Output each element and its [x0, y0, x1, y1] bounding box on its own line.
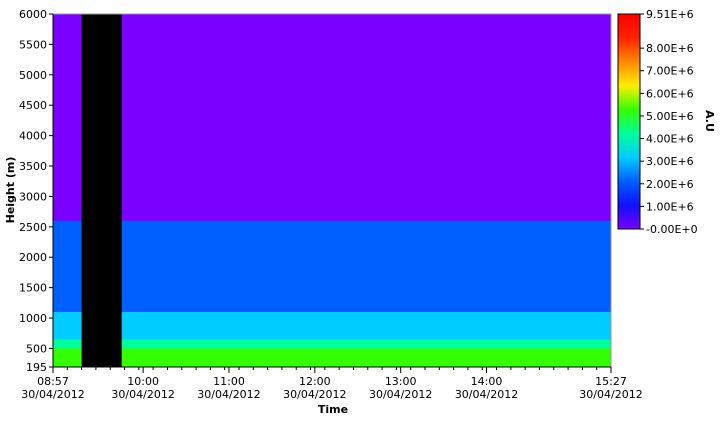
- colorbar: -0.00E+0 1.00E+6 2.00E+6 3.00E+6 4.00E+6 5.00…: [617, 8, 698, 236]
- colorbar-tick-label: -0.00E+0: [646, 223, 698, 236]
- heatmap-layer: [53, 311, 611, 340]
- x-axis: 08:5730/04/201210:0030/04/201211:0030/04…: [21, 366, 643, 401]
- x-tick-time: 10:00: [127, 375, 159, 388]
- x-tick-date: 30/04/2012: [455, 388, 518, 401]
- colorbar-tick-label: 4.00E+6: [646, 133, 694, 146]
- x-tick-time: 14:00: [471, 375, 503, 388]
- colorbar-tick-label: 8.00E+6: [646, 42, 694, 55]
- x-tick-date: 30/04/2012: [579, 388, 642, 401]
- colorbar-tick-label: 6.00E+6: [646, 87, 694, 100]
- y-tick-label: 195: [26, 361, 47, 374]
- x-tick-time: 11:00: [213, 375, 245, 388]
- colorbar-title: A.U: [703, 110, 716, 132]
- heatmap-layer: [53, 220, 611, 312]
- y-tick-label: 500: [26, 342, 47, 355]
- colorbar-tick-label: 5.00E+6: [646, 110, 694, 123]
- x-tick-time: 12:00: [299, 375, 331, 388]
- x-tick-date: 30/04/2012: [283, 388, 346, 401]
- heatmap-layer: [53, 348, 611, 367]
- y-tick-label: 1000: [19, 312, 47, 325]
- y-tick-label: 3000: [19, 190, 47, 203]
- colorbar-tick-label: 2.00E+6: [646, 178, 694, 191]
- y-tick-label: 2000: [19, 251, 47, 264]
- y-tick-label: 4500: [19, 99, 47, 112]
- plot-area: [52, 13, 612, 368]
- x-tick-time: 13:00: [385, 375, 417, 388]
- colorbar-scale: [617, 13, 641, 230]
- heatmap-layer: [53, 339, 611, 349]
- x-tick-date: 30/04/2012: [21, 388, 84, 401]
- heatmap-layer: [53, 14, 611, 221]
- y-tick-label: 3500: [19, 160, 47, 173]
- x-tick-time: 08:57: [37, 375, 69, 388]
- x-tick-time: 15:27: [595, 375, 627, 388]
- y-tick-label: 4000: [19, 130, 47, 143]
- y-axis: 195 500 1000 1500 2000 2500 3000 3500 4000 4500 50…: [19, 8, 54, 374]
- colorbar-tick-label: 9.51E+6: [646, 8, 694, 21]
- y-axis-title: Height (m): [4, 157, 17, 224]
- x-axis-title: Time: [318, 403, 348, 416]
- y-tick-label: 1500: [19, 282, 47, 295]
- y-tick-label: 2500: [19, 221, 47, 234]
- y-tick-label: 5500: [19, 38, 47, 51]
- colorbar-tick-label: 7.00E+6: [646, 65, 694, 78]
- x-tick-date: 30/04/2012: [197, 388, 260, 401]
- y-tick-label: 6000: [19, 8, 47, 21]
- heatmap-field: [53, 14, 611, 367]
- x-tick-date: 30/04/2012: [369, 388, 432, 401]
- y-tick-label: 5000: [19, 69, 47, 82]
- no-data-band: [81, 14, 122, 367]
- colorbar-tick-label: 3.00E+6: [646, 155, 694, 168]
- x-tick-date: 30/04/2012: [111, 388, 174, 401]
- colorbar-tick-label: 1.00E+6: [646, 200, 694, 213]
